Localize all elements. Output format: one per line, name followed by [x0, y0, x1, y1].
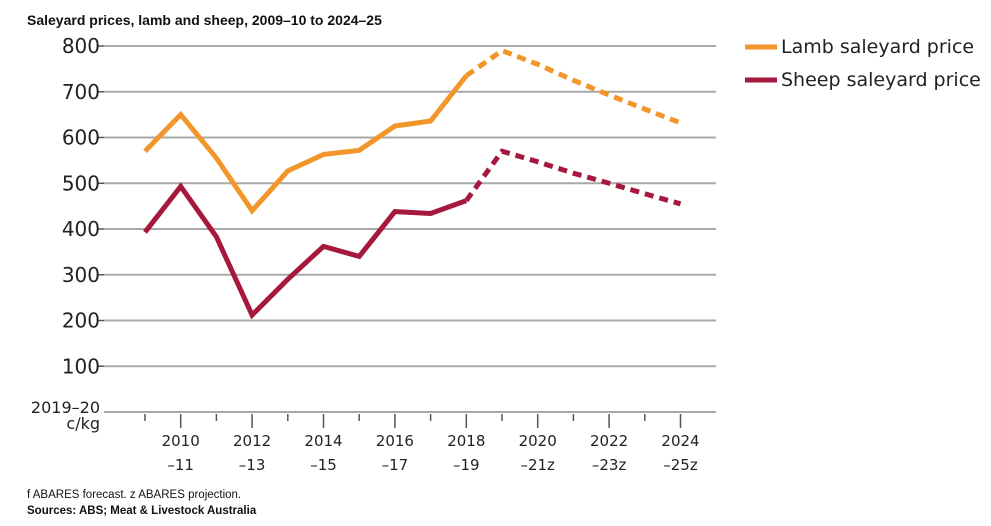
series-line-1: [143, 182, 468, 320]
x-tick-label-2016: 2016: [376, 432, 414, 450]
y-tick-label-600: 600: [62, 126, 100, 150]
x-tick-label-2010: 2010: [162, 432, 200, 450]
y-tick-label-500: 500: [62, 171, 100, 195]
series-forecast-line-1: [464, 148, 682, 207]
y-tick-label-800: 800: [62, 34, 100, 58]
y-tick-label-300: 300: [62, 263, 100, 287]
y-tick-label-400: 400: [62, 217, 100, 241]
y-unit-line-0: 2019–20: [31, 398, 100, 417]
grid-lines: [104, 45, 716, 368]
y-tick-label-700: 700: [62, 80, 100, 104]
chart-title: Saleyard prices, lamb and sheep, 2009–10…: [27, 12, 382, 28]
y-axis-ticks: 100 200 300 400 500 600 700 800: [62, 34, 104, 378]
x-tick-label-2014: 2014: [304, 432, 342, 450]
x-tick-sublabel-2016: –17: [382, 456, 409, 474]
legend-label-0: Lamb saleyard price: [781, 36, 974, 58]
sources-note: Sources: ABS; Meat & Livestock Australia: [27, 505, 257, 517]
x-tick-sublabel-2020: –21z: [520, 456, 555, 474]
y-axis-unit-label: 2019–20c/kg: [31, 398, 100, 433]
x-tick-sublabel-2018: –19: [453, 456, 480, 474]
chart-notes: f ABARES forecast. z ABARES projection. …: [27, 487, 256, 519]
legend-label-1: Sheep saleyard price: [781, 69, 981, 91]
y-tick-label-100: 100: [62, 354, 100, 378]
forecast-note: f ABARES forecast. z ABARES projection.: [27, 489, 242, 501]
series-lines: [143, 47, 682, 320]
x-tick-label-2012: 2012: [233, 432, 271, 450]
x-tick-sublabel-2010: –11: [167, 456, 194, 474]
x-tick-sublabel-2012: –13: [239, 456, 266, 474]
legend: Lamb saleyard price Sheep saleyard price: [745, 36, 981, 91]
x-tick-sublabel-2022: –23z: [592, 456, 627, 474]
x-tick-label-2018: 2018: [447, 432, 485, 450]
series-line-0: [143, 74, 469, 215]
x-tick-sublabel-2024: –25z: [663, 456, 698, 474]
series-forecast-line-0: [464, 47, 682, 126]
x-tick-label-2024: 2024: [661, 432, 699, 450]
x-tick-label-2020: 2020: [519, 432, 557, 450]
x-tick-sublabel-2014: –15: [310, 456, 337, 474]
y-tick-label-200: 200: [62, 309, 100, 333]
x-axis: 2010 –11 2012 –13 2014 –15 2016 –17 2018 –19 2020 –…: [104, 411, 716, 474]
y-unit-line-1: c/kg: [66, 414, 100, 433]
x-tick-label-2022: 2022: [590, 432, 628, 450]
